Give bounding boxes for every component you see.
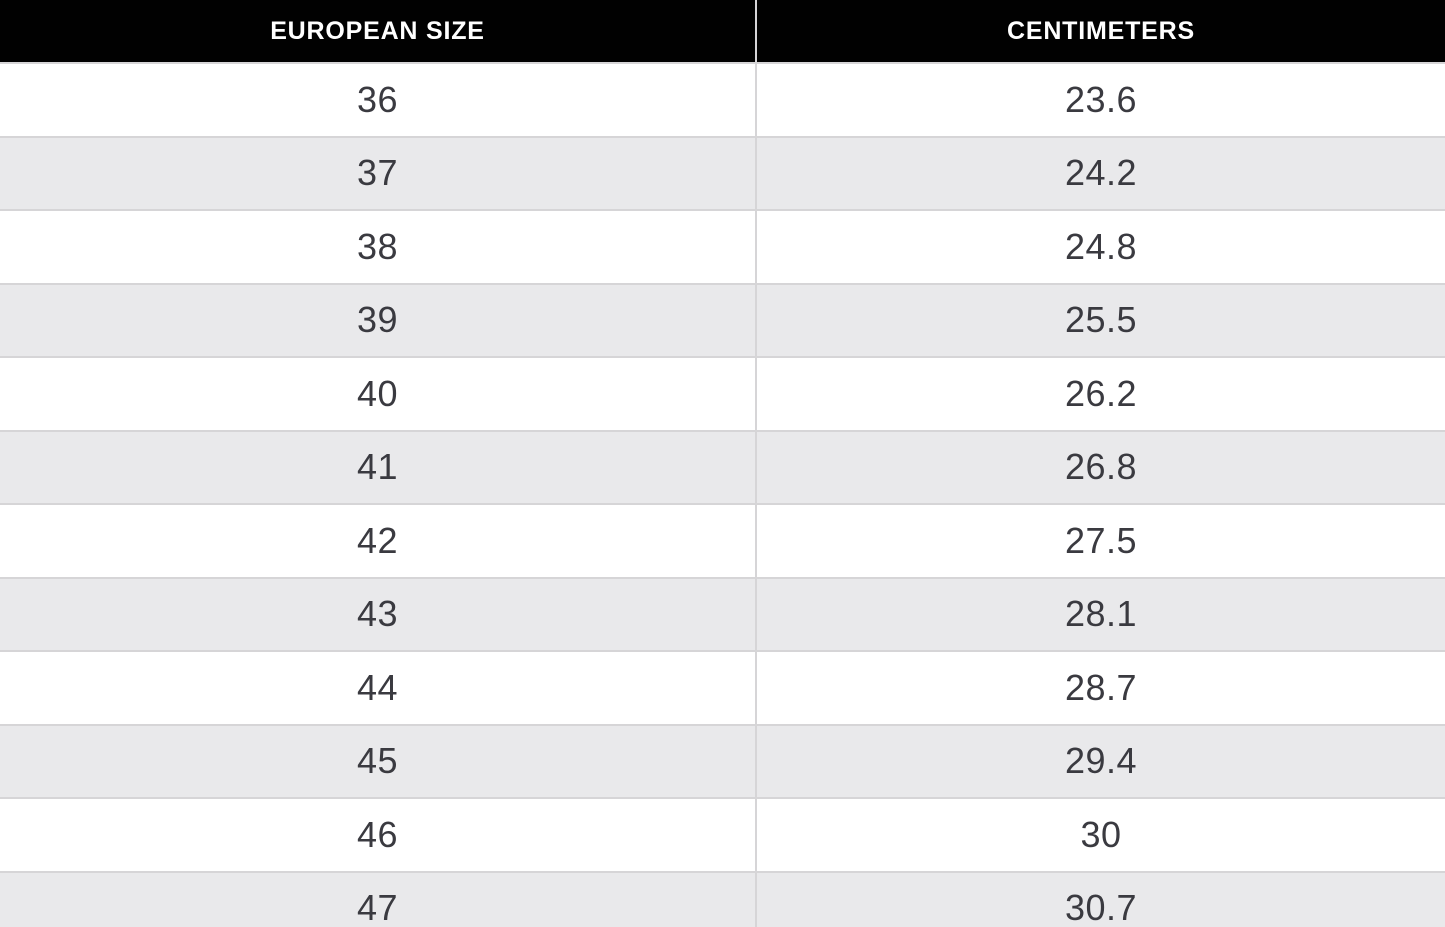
- table-row: 41 26.8: [0, 429, 1445, 504]
- european-size-cell: 47: [0, 870, 757, 927]
- table-row: 39 25.5: [0, 282, 1445, 357]
- column-header-european-size: EUROPEAN SIZE: [0, 0, 757, 63]
- table-row: 37 24.2: [0, 135, 1445, 210]
- table-row: 42 27.5: [0, 503, 1445, 578]
- centimeters-cell: 24.8: [756, 209, 1445, 284]
- table-row: 45 29.4: [0, 723, 1445, 798]
- centimeters-cell: 24.2: [756, 135, 1445, 210]
- table-row: 36 23.6: [0, 62, 1445, 137]
- european-size-cell: 38: [0, 209, 757, 284]
- centimeters-cell: 27.5: [756, 503, 1445, 578]
- table-row: 40 26.2: [0, 356, 1445, 431]
- table-row: 46 30: [0, 797, 1445, 872]
- european-size-cell: 41: [0, 429, 757, 504]
- european-size-cell: 44: [0, 650, 757, 725]
- centimeters-cell: 23.6: [756, 62, 1445, 137]
- european-size-cell: 42: [0, 503, 757, 578]
- centimeters-cell: 26.8: [756, 429, 1445, 504]
- column-header-centimeters: CENTIMETERS: [756, 0, 1445, 63]
- centimeters-cell: 30.7: [756, 870, 1445, 927]
- european-size-cell: 37: [0, 135, 757, 210]
- centimeters-cell: 28.1: [756, 576, 1445, 651]
- table-header: EUROPEAN SIZE CENTIMETERS: [0, 0, 1445, 63]
- centimeters-cell: 25.5: [756, 282, 1445, 357]
- table-row: 47 30.7: [0, 870, 1445, 927]
- european-size-cell: 45: [0, 723, 757, 798]
- european-size-cell: 46: [0, 797, 757, 872]
- table-row: 43 28.1: [0, 576, 1445, 651]
- centimeters-cell: 29.4: [756, 723, 1445, 798]
- centimeters-cell: 30: [756, 797, 1445, 872]
- centimeters-cell: 26.2: [756, 356, 1445, 431]
- table-row: 44 28.7: [0, 650, 1445, 725]
- table-row: 38 24.8: [0, 209, 1445, 284]
- european-size-cell: 40: [0, 356, 757, 431]
- header-row: EUROPEAN SIZE CENTIMETERS: [0, 0, 1445, 63]
- european-size-cell: 39: [0, 282, 757, 357]
- table-body: 36 23.6 37 24.2 38 24.8 39 25.5 40 26.2 41 26.8 42 27…: [0, 62, 1445, 927]
- european-size-cell: 43: [0, 576, 757, 651]
- european-size-cell: 36: [0, 62, 757, 137]
- centimeters-cell: 28.7: [756, 650, 1445, 725]
